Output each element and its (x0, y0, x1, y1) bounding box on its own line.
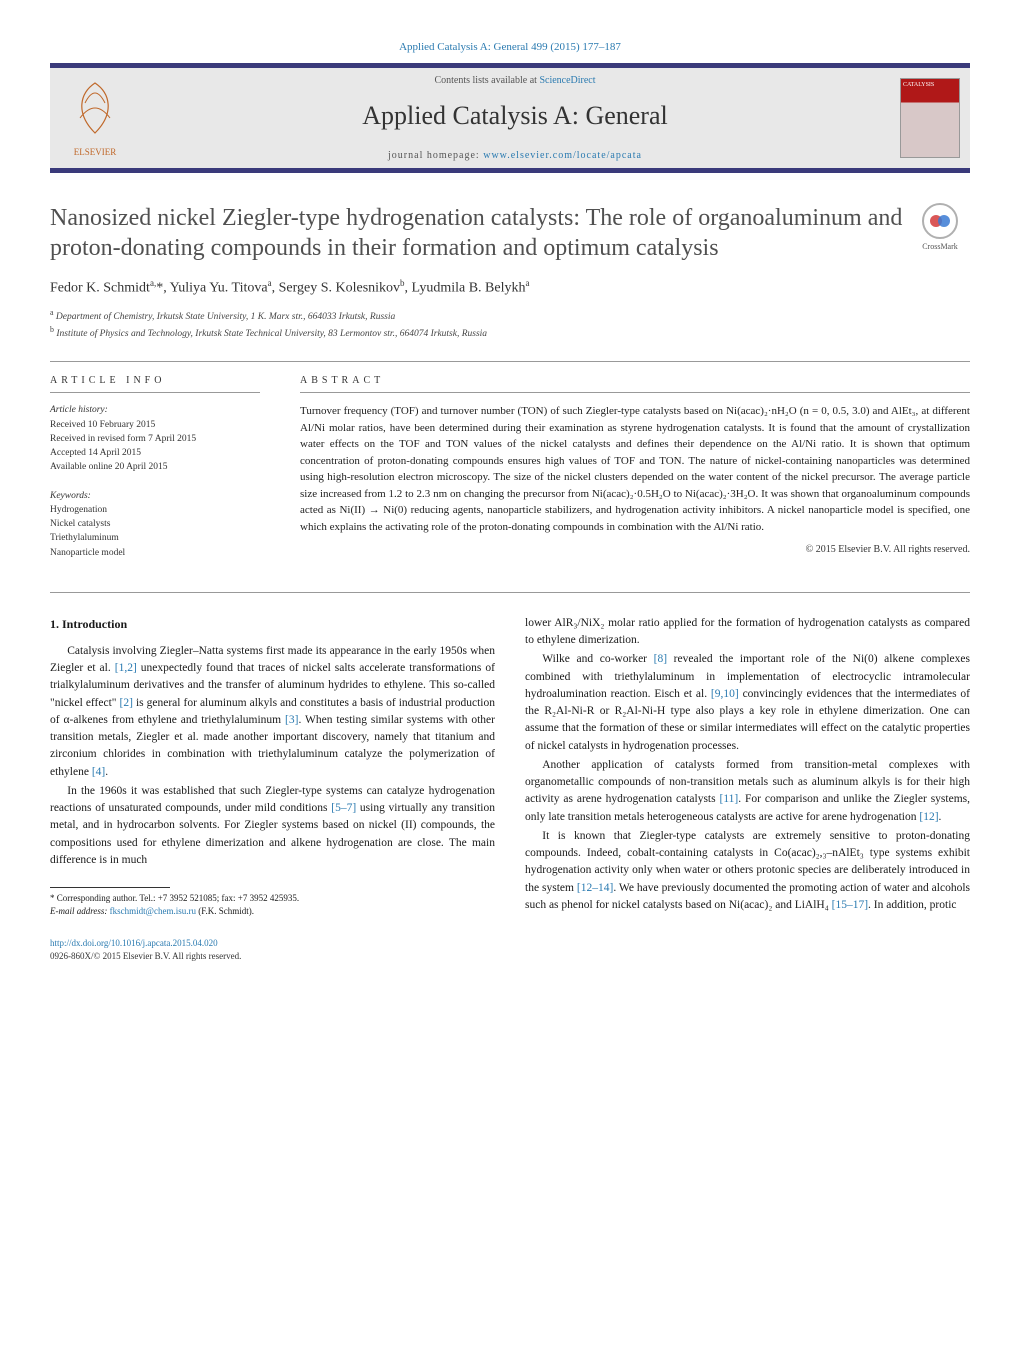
abstract-heading: abstract (300, 362, 970, 393)
article-history: Article history: Received 10 February 20… (50, 403, 260, 474)
journal-name: Applied Catalysis A: General (362, 98, 667, 134)
keywords: Keywords: HydrogenationNickel catalystsT… (50, 489, 260, 560)
sciencedirect-link[interactable]: ScienceDirect (539, 75, 595, 86)
journal-header: ELSEVIER Contents lists available at Sci… (50, 63, 970, 173)
email-link[interactable]: fkschmidt@chem.isu.ru (110, 906, 196, 916)
doi-link[interactable]: http://dx.doi.org/10.1016/j.apcata.2015.… (50, 938, 218, 948)
intro-heading: 1. Introduction (50, 615, 495, 633)
abstract-copyright: © 2015 Elsevier B.V. All rights reserved… (300, 543, 970, 557)
corresponding-author-footnote: * Corresponding author. Tel.: +7 3952 52… (50, 892, 495, 917)
elsevier-logo: ELSEVIER (50, 68, 140, 168)
homepage-line: journal homepage: www.elsevier.com/locat… (388, 149, 642, 163)
section-divider (50, 592, 970, 593)
svg-text:ELSEVIER: ELSEVIER (74, 147, 117, 157)
page-footer: http://dx.doi.org/10.1016/j.apcata.2015.… (50, 937, 970, 962)
crossmark-badge[interactable]: CrossMark (910, 203, 970, 361)
contents-line: Contents lists available at ScienceDirec… (434, 74, 595, 88)
affiliations: a Department of Chemistry, Irkutsk State… (50, 307, 910, 342)
authors: Fedor K. Schmidta,*, Yuliya Yu. Titovaa,… (50, 277, 910, 298)
homepage-link[interactable]: www.elsevier.com/locate/apcata (483, 150, 642, 161)
article-info-heading: article info (50, 362, 260, 393)
body-text: 1. Introduction Catalysis involving Zieg… (50, 615, 970, 917)
abstract-text: Turnover frequency (TOF) and turnover nu… (300, 403, 970, 535)
journal-cover-thumbnail: CATALYSIS (890, 68, 970, 168)
article-title: Nanosized nickel Ziegler-type hydrogenat… (50, 203, 910, 263)
journal-reference: Applied Catalysis A: General 499 (2015) … (50, 40, 970, 55)
